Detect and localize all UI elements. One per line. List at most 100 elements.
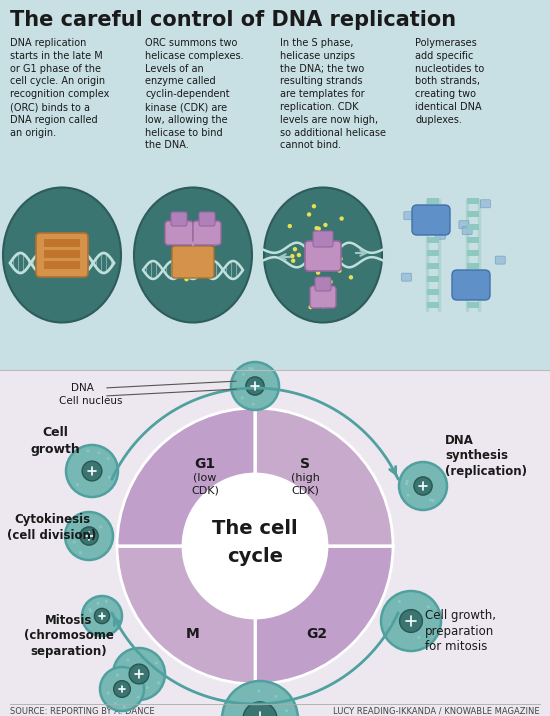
FancyBboxPatch shape	[404, 212, 414, 220]
Bar	[427, 237, 439, 243]
Text: ORC summons two
helicase complexes.
Levels of an
enzyme called
cyclin-dependent
: ORC summons two helicase complexes. Leve…	[145, 38, 244, 150]
Circle shape	[400, 609, 422, 632]
Text: cycle: cycle	[227, 546, 283, 566]
Bar	[44, 250, 80, 258]
Circle shape	[293, 247, 297, 251]
Circle shape	[213, 241, 217, 246]
Circle shape	[129, 664, 149, 684]
Wedge shape	[117, 408, 255, 546]
Circle shape	[414, 477, 432, 495]
FancyBboxPatch shape	[305, 241, 341, 271]
FancyBboxPatch shape	[199, 212, 215, 226]
Text: M: M	[186, 627, 200, 641]
Bar	[0, 0, 550, 370]
FancyBboxPatch shape	[412, 205, 450, 235]
FancyBboxPatch shape	[165, 221, 193, 245]
Text: Cell growth,
preparation
for mitosis: Cell growth, preparation for mitosis	[425, 609, 496, 654]
Circle shape	[246, 377, 264, 395]
Circle shape	[157, 682, 160, 684]
Circle shape	[82, 596, 122, 636]
Circle shape	[241, 397, 244, 400]
Circle shape	[288, 224, 292, 228]
Circle shape	[87, 619, 90, 622]
Circle shape	[172, 250, 177, 254]
FancyBboxPatch shape	[313, 231, 333, 247]
Circle shape	[201, 228, 205, 233]
Circle shape	[114, 681, 130, 697]
Circle shape	[108, 476, 111, 479]
Ellipse shape	[264, 188, 382, 322]
Circle shape	[248, 367, 251, 370]
Text: Mitosis
(chromosome
separation): Mitosis (chromosome separation)	[24, 614, 114, 659]
FancyBboxPatch shape	[459, 221, 469, 228]
Circle shape	[155, 662, 158, 664]
Circle shape	[313, 261, 317, 266]
FancyBboxPatch shape	[315, 277, 331, 291]
Text: The cell: The cell	[212, 518, 298, 538]
Circle shape	[321, 304, 325, 309]
Circle shape	[126, 659, 130, 662]
Bar	[467, 198, 479, 204]
Text: (low
CDK): (low CDK)	[191, 473, 219, 495]
Text: Polymerases
add specific
nucleotides to
both strands,
creating two
identical DNA: Polymerases add specific nucleotides to …	[415, 38, 484, 125]
Circle shape	[100, 667, 144, 711]
Wedge shape	[117, 546, 255, 684]
Text: G1: G1	[195, 457, 216, 471]
Circle shape	[406, 480, 409, 483]
Circle shape	[76, 483, 79, 486]
Circle shape	[82, 516, 85, 519]
FancyBboxPatch shape	[435, 231, 446, 239]
Circle shape	[406, 493, 409, 497]
Circle shape	[381, 591, 441, 651]
Circle shape	[89, 608, 91, 611]
Circle shape	[243, 702, 277, 716]
Circle shape	[309, 305, 313, 309]
Bar	[427, 289, 439, 295]
Circle shape	[242, 372, 245, 376]
FancyBboxPatch shape	[171, 212, 187, 226]
Bar	[467, 276, 479, 282]
FancyBboxPatch shape	[476, 280, 486, 288]
Circle shape	[427, 606, 430, 609]
Wedge shape	[255, 546, 393, 684]
Circle shape	[82, 461, 102, 481]
Bar	[467, 224, 479, 230]
Circle shape	[389, 624, 392, 626]
Circle shape	[405, 483, 408, 485]
Circle shape	[296, 253, 301, 257]
Circle shape	[399, 462, 447, 510]
Circle shape	[146, 686, 149, 689]
Circle shape	[315, 226, 319, 231]
Text: Cell nucleus: Cell nucleus	[59, 396, 123, 406]
Circle shape	[337, 268, 342, 273]
FancyBboxPatch shape	[481, 200, 491, 208]
Circle shape	[429, 498, 432, 502]
Text: G2: G2	[306, 627, 328, 641]
Circle shape	[251, 367, 254, 370]
Text: DNA: DNA	[71, 383, 94, 393]
Ellipse shape	[394, 188, 512, 322]
FancyBboxPatch shape	[36, 233, 88, 277]
Circle shape	[274, 695, 277, 698]
Circle shape	[323, 223, 328, 227]
Bar	[427, 250, 439, 256]
Bar	[427, 302, 439, 308]
Text: S: S	[300, 457, 310, 471]
Text: (high
CDK): (high CDK)	[290, 473, 320, 495]
Text: Cell
growth: Cell growth	[30, 427, 80, 455]
Circle shape	[316, 271, 320, 275]
FancyBboxPatch shape	[310, 286, 336, 308]
FancyBboxPatch shape	[172, 246, 214, 278]
FancyBboxPatch shape	[402, 274, 411, 281]
Circle shape	[252, 402, 255, 406]
Circle shape	[432, 499, 434, 502]
Circle shape	[426, 632, 428, 635]
Bar	[0, 370, 550, 716]
Text: In the S phase,
helicase unzips
the DNA; the two
resulting strands
are templates: In the S phase, helicase unzips the DNA;…	[280, 38, 386, 150]
FancyBboxPatch shape	[452, 270, 490, 300]
Circle shape	[307, 256, 312, 260]
Circle shape	[89, 610, 92, 613]
Bar	[44, 261, 80, 269]
Circle shape	[137, 695, 140, 699]
Text: Cytokinesis
(cell division): Cytokinesis (cell division)	[7, 513, 97, 543]
